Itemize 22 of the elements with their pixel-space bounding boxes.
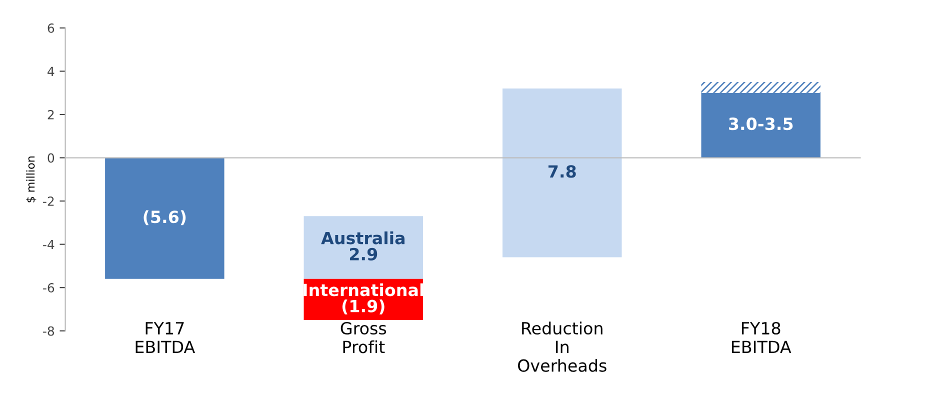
y-tick-label: 4 xyxy=(48,66,54,76)
y-tick-label: 0 xyxy=(48,153,54,163)
x-tick-label: FY17 EBITDA xyxy=(136,322,196,353)
x-tick-label: FY18 EBITDA xyxy=(732,322,792,353)
y-tick-label: -2 xyxy=(43,196,54,206)
data-label: (5.6) xyxy=(144,210,186,226)
bar xyxy=(304,216,424,279)
data-label: 7.8 xyxy=(548,165,576,178)
data-label: 3.0-3.5 xyxy=(728,118,793,130)
y-tick-label: 2 xyxy=(48,110,54,120)
x-tick-label: Gross Profit xyxy=(340,322,386,354)
y-tick-label: -6 xyxy=(43,283,54,293)
x-tick-label: Reduction In Overheads xyxy=(518,322,606,372)
bar xyxy=(105,158,224,279)
y-tick-label: 6 xyxy=(48,23,54,33)
data-label: Australia 2.9 xyxy=(321,231,404,260)
y-axis-title: $ million xyxy=(26,156,36,202)
bar xyxy=(701,92,820,158)
bar xyxy=(502,88,622,258)
bar xyxy=(701,82,820,93)
y-tick-label: -8 xyxy=(43,326,54,336)
y-tick-label: -4 xyxy=(43,240,54,250)
